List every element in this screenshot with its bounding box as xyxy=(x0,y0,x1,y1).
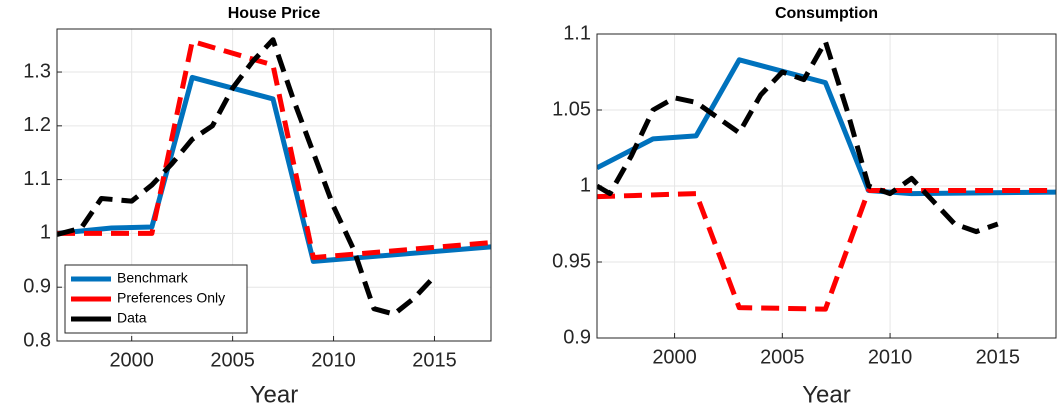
x-tick-label: 2010 xyxy=(868,346,913,368)
x-tick-label: 2015 xyxy=(976,346,1021,368)
chart-title: House Price xyxy=(228,5,321,22)
chart-title: Consumption xyxy=(775,5,878,22)
legend: Benchmark Preferences Only Data xyxy=(64,264,248,334)
legend-label: Preferences Only xyxy=(117,290,225,306)
x-tick-label: 2000 xyxy=(652,346,697,368)
x-tick-label: 2010 xyxy=(311,349,356,371)
y-tick-label: 1.05 xyxy=(552,98,591,120)
axes-box xyxy=(596,33,1057,339)
y-tick-label: 0.8 xyxy=(23,329,51,351)
axes-box xyxy=(56,28,492,342)
x-tick-label: 2015 xyxy=(412,349,457,371)
data-line xyxy=(57,74,491,264)
data-line xyxy=(57,37,437,317)
chart-panel: 0.8 0.9 1 1.1 1.2 1.3 2000 2005 2010 2015 House Pr… xyxy=(23,5,492,408)
y-tick-label: 0.9 xyxy=(563,326,591,348)
y-tick-label: 0.9 xyxy=(23,275,51,297)
x-axis-label: Year xyxy=(250,381,299,408)
y-tick-label: 1.2 xyxy=(23,114,51,136)
x-tick-label: 2005 xyxy=(210,349,255,371)
y-tick-label: 1.1 xyxy=(563,22,591,44)
y-tick-label: 1 xyxy=(40,222,51,244)
data-line xyxy=(597,57,1056,197)
data-line xyxy=(57,38,491,261)
y-tick-label: 1 xyxy=(580,174,591,196)
y-tick-label: 1.1 xyxy=(23,168,51,190)
chart-panel: 0.9 0.95 1 1.05 1.1 2000 2005 2010 2015 Consumpti… xyxy=(552,5,1057,408)
legend-label: Benchmark xyxy=(117,270,189,286)
x-axis-label: Year xyxy=(802,381,851,408)
data-line xyxy=(597,188,1056,312)
x-tick-label: 2005 xyxy=(760,346,805,368)
plot-lines xyxy=(597,39,1056,312)
y-tick-label: 0.95 xyxy=(552,250,591,272)
plot-lines xyxy=(57,37,491,317)
y-tick-label: 1.3 xyxy=(23,60,51,82)
legend-label: Data xyxy=(117,310,147,326)
x-tick-label: 2000 xyxy=(109,349,154,371)
data-line xyxy=(597,39,999,235)
